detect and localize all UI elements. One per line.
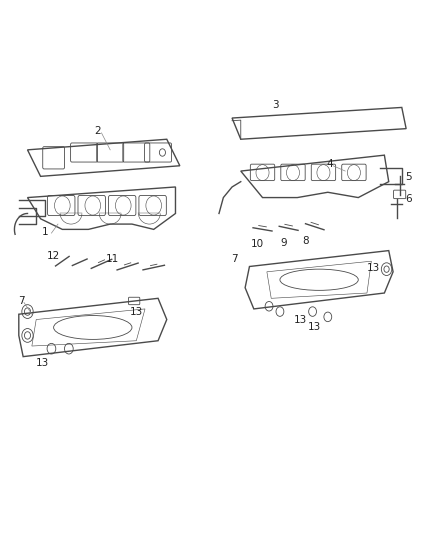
- Text: 3: 3: [272, 100, 279, 110]
- Text: 10: 10: [251, 239, 264, 249]
- Text: 12: 12: [47, 251, 60, 261]
- Text: 13: 13: [294, 314, 307, 325]
- Text: 13: 13: [130, 306, 143, 317]
- Text: 1: 1: [42, 227, 48, 237]
- Text: 11: 11: [106, 254, 119, 263]
- Text: 7: 7: [231, 254, 237, 263]
- Text: 7: 7: [18, 296, 24, 306]
- Text: 9: 9: [280, 238, 287, 248]
- Text: 5: 5: [405, 172, 412, 182]
- Text: 2: 2: [94, 126, 100, 136]
- Text: 13: 13: [36, 358, 49, 368]
- Text: 13: 13: [308, 322, 321, 332]
- Text: 4: 4: [327, 159, 333, 169]
- Text: 13: 13: [367, 263, 380, 272]
- Text: 6: 6: [405, 193, 412, 204]
- Text: 8: 8: [303, 236, 309, 246]
